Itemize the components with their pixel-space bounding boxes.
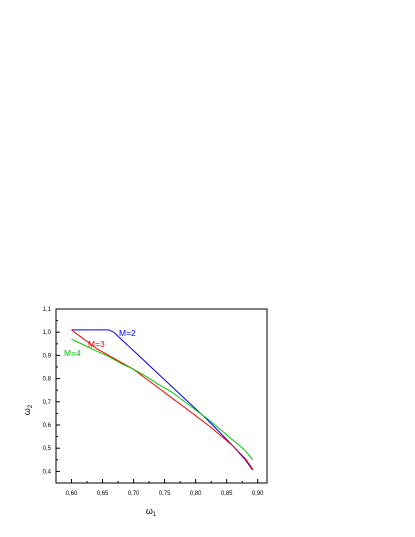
series-label-m4: M=4: [64, 348, 81, 358]
x-tick-label: 0,90: [252, 491, 264, 497]
y-tick-label: 1,0: [43, 330, 52, 336]
series-line-m-4: [71, 338, 254, 461]
series-line-m-2: [71, 329, 254, 471]
series-group: [71, 329, 254, 471]
y-axis-label: ω2: [22, 404, 34, 415]
y-tick-label: 1,1: [43, 307, 52, 313]
x-tick-label: 0,65: [97, 491, 109, 497]
y-tick-label: 0,8: [43, 377, 52, 383]
x-tick-label: 0,60: [66, 491, 78, 497]
y-tick-label: 0,7: [43, 400, 52, 406]
x-axis-label: ω1: [146, 506, 157, 518]
x-tick-label: 0,80: [190, 491, 202, 497]
series-line-m-3: [71, 329, 254, 470]
y-tick-label: 0,6: [43, 423, 52, 429]
x-tick-label: 0,85: [221, 491, 233, 497]
series-label-m3: M=3: [88, 339, 105, 349]
plot-frame: [55, 308, 268, 484]
x-tick-label: 0,70: [128, 491, 140, 497]
y-tick-label: 0,5: [43, 446, 52, 452]
x-tick-label: 0,75: [159, 491, 171, 497]
series-label-m2: M=2: [119, 328, 136, 338]
y-tick-label: 0,4: [43, 469, 52, 475]
axis-ticks: 0,60 0,65 0,70 0,75 0,80 0,85 0,90 0,4 0,5 0,6 0,7…: [43, 307, 265, 497]
y-tick-label: 0,9: [43, 353, 52, 359]
